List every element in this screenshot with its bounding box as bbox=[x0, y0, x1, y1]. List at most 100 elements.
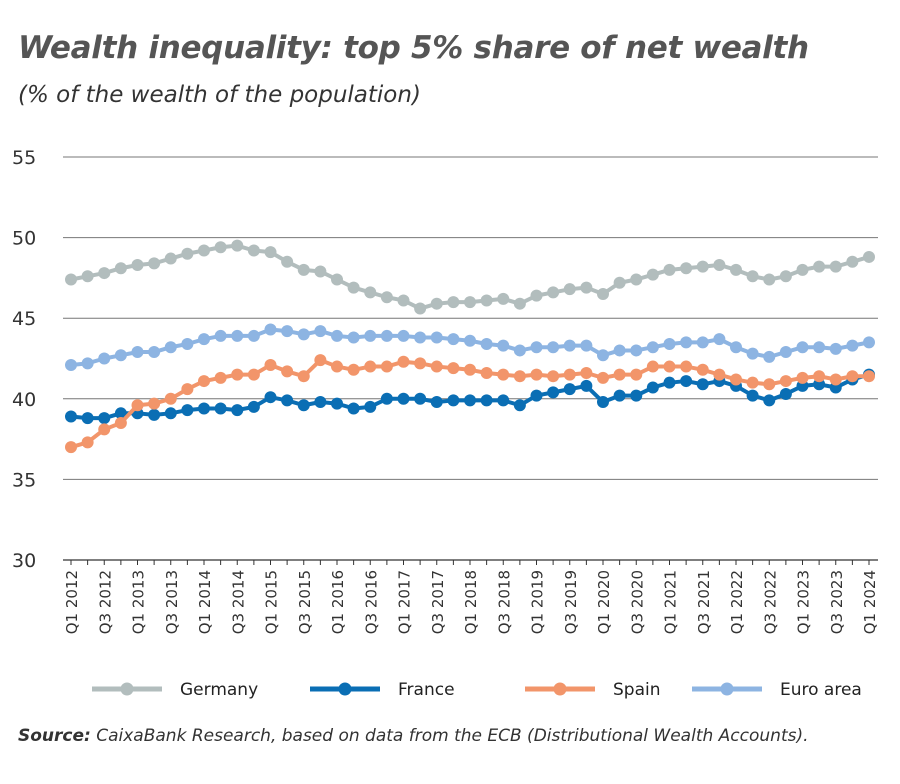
data-point bbox=[264, 391, 277, 404]
data-point bbox=[513, 297, 526, 310]
data-point bbox=[397, 355, 410, 368]
data-point bbox=[364, 286, 377, 299]
data-point bbox=[613, 344, 626, 357]
data-point bbox=[281, 325, 294, 338]
source-note: Source: CaixaBank Research, based on dat… bbox=[18, 726, 809, 746]
data-point bbox=[281, 255, 294, 268]
data-point bbox=[513, 370, 526, 383]
data-point bbox=[98, 423, 111, 436]
source-text: CaixaBank Research, based on data from t… bbox=[90, 726, 809, 746]
x-tick-label: Q1 2012 bbox=[63, 570, 81, 634]
y-tick-label: 40 bbox=[12, 389, 36, 411]
data-point bbox=[297, 263, 310, 276]
data-point bbox=[131, 346, 144, 359]
data-point bbox=[613, 276, 626, 289]
data-point bbox=[430, 297, 443, 310]
data-point bbox=[646, 341, 659, 354]
data-point bbox=[314, 354, 327, 367]
y-tick-label: 55 bbox=[12, 147, 36, 169]
data-point bbox=[331, 397, 343, 410]
data-point bbox=[680, 262, 693, 275]
data-point bbox=[314, 325, 327, 338]
data-point bbox=[779, 346, 792, 359]
x-tick-label: Q1 2024 bbox=[861, 570, 879, 634]
data-point bbox=[148, 257, 161, 270]
data-point bbox=[813, 370, 826, 383]
data-point bbox=[81, 357, 94, 370]
x-tick-label: Q1 2013 bbox=[130, 570, 148, 634]
data-point bbox=[696, 363, 709, 376]
x-tick-label: Q3 2018 bbox=[495, 570, 513, 634]
data-point bbox=[730, 373, 742, 386]
data-point bbox=[563, 339, 576, 352]
data-point bbox=[331, 329, 343, 342]
data-point bbox=[730, 341, 742, 354]
data-point bbox=[863, 370, 875, 383]
data-point bbox=[164, 252, 177, 265]
x-tick-label: Q1 2017 bbox=[396, 570, 414, 634]
data-point bbox=[646, 360, 659, 373]
data-point bbox=[646, 381, 659, 394]
legend-swatch-marker bbox=[553, 682, 567, 696]
x-tick-label: Q1 2015 bbox=[263, 570, 281, 634]
x-tick-label: Q3 2020 bbox=[628, 570, 646, 634]
chart-title: Wealth inequality: top 5% share of net w… bbox=[18, 30, 809, 66]
data-point bbox=[430, 331, 443, 344]
data-point bbox=[131, 259, 144, 272]
data-point bbox=[796, 341, 809, 354]
data-point bbox=[264, 246, 277, 259]
data-point bbox=[231, 329, 244, 342]
data-point bbox=[447, 296, 460, 309]
data-point bbox=[181, 404, 194, 417]
data-point bbox=[464, 334, 476, 347]
data-point bbox=[480, 367, 493, 380]
data-point bbox=[480, 394, 493, 407]
data-point bbox=[630, 273, 643, 286]
data-point bbox=[696, 378, 709, 391]
data-point bbox=[563, 383, 576, 396]
data-point bbox=[513, 344, 526, 357]
legend-swatch-marker bbox=[338, 682, 352, 696]
y-tick-label: 50 bbox=[12, 228, 36, 250]
data-point bbox=[164, 341, 177, 354]
data-point bbox=[347, 281, 360, 294]
data-point bbox=[164, 407, 177, 420]
data-point bbox=[447, 333, 460, 346]
data-point bbox=[98, 267, 111, 280]
data-point bbox=[663, 337, 676, 350]
x-tick-label: Q3 2013 bbox=[163, 570, 181, 634]
data-point bbox=[181, 383, 194, 396]
data-point bbox=[397, 294, 410, 307]
data-point bbox=[746, 347, 759, 360]
y-tick-label: 45 bbox=[12, 308, 36, 330]
data-point bbox=[114, 407, 127, 420]
data-point bbox=[497, 292, 510, 305]
legend-label: Spain bbox=[613, 680, 661, 700]
data-point bbox=[813, 260, 826, 273]
x-tick-label: Q1 2014 bbox=[196, 570, 214, 634]
data-point bbox=[364, 360, 377, 373]
data-point bbox=[247, 244, 260, 257]
data-point bbox=[580, 367, 593, 380]
data-point bbox=[547, 370, 560, 383]
data-point bbox=[281, 394, 294, 407]
data-point bbox=[114, 416, 127, 429]
data-point bbox=[547, 386, 560, 399]
data-point bbox=[613, 368, 626, 381]
data-point bbox=[746, 270, 759, 283]
data-point bbox=[198, 333, 210, 346]
data-point bbox=[297, 399, 310, 412]
x-tick-label: Q3 2023 bbox=[828, 570, 846, 634]
data-point bbox=[447, 394, 460, 407]
data-point bbox=[231, 239, 244, 252]
data-point bbox=[547, 341, 560, 354]
data-point bbox=[314, 396, 327, 409]
data-point bbox=[297, 370, 310, 383]
data-point bbox=[746, 389, 759, 402]
x-tick-label: Q3 2017 bbox=[429, 570, 447, 634]
data-point bbox=[81, 436, 94, 449]
x-tick-label: Q3 2012 bbox=[96, 570, 114, 634]
data-point bbox=[65, 441, 77, 454]
data-point bbox=[580, 379, 593, 392]
data-point bbox=[846, 339, 859, 352]
